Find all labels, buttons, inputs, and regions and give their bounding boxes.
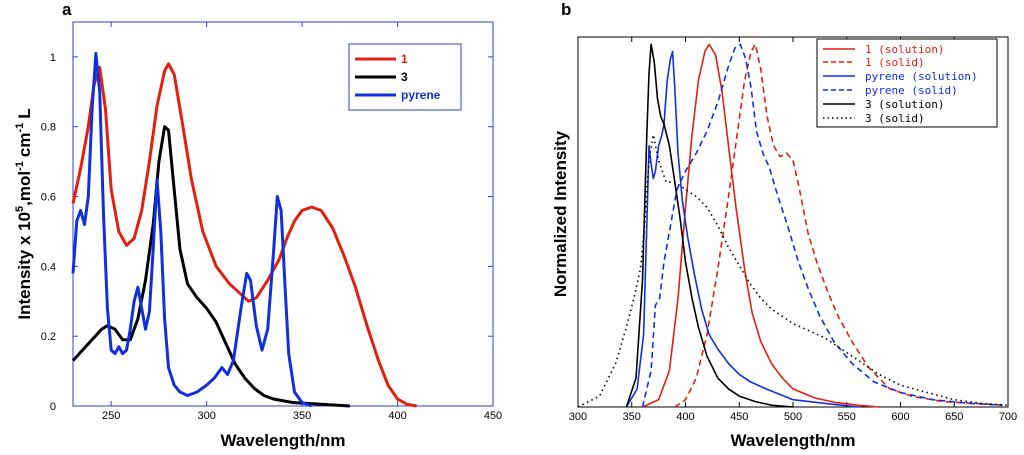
y-label-part: cm [15, 133, 34, 158]
series-line-1 [71, 62, 417, 408]
panel-a-series-lines [71, 51, 417, 408]
x-tick-label: 250 [102, 410, 120, 422]
panel-a-x-axis-label: Wavelength/nm [221, 431, 346, 450]
y-tick-label: 0.4 [41, 261, 56, 273]
legend-label-1-solution: 1 (solution) [865, 43, 944, 56]
legend-label-pyrene-solution: pyrene (solution) [865, 70, 978, 83]
y-tick-label: 1 [50, 52, 56, 64]
panel-a-y-axis-label: Intensity x 105,mol-1cm-1L [14, 108, 34, 319]
legend-label-3-solid: 3 (solid) [865, 112, 925, 125]
series-line-pyrene-solution- [625, 50, 858, 408]
series-line-3-solid- [577, 134, 1009, 408]
panel-b-legend-box [816, 38, 998, 128]
panel-b-y-axis-label: Normalized Intensity [551, 130, 570, 297]
x-tick-label: 300 [569, 411, 587, 423]
panel-b-letter: b [561, 0, 571, 19]
series-line-3-solution- [625, 43, 794, 408]
y-label-exponent: -1 [14, 161, 26, 171]
panel-b-legend: 1 (solution) 1 (solid) pyrene (solution)… [816, 38, 998, 128]
x-tick-label: 500 [784, 411, 802, 423]
panel-a-letter: a [62, 0, 72, 19]
series-line-pyrene-solid- [641, 43, 1003, 408]
panel-a-x-ticks: 250 300 350 400 450 [102, 22, 502, 422]
x-tick-label: 350 [293, 410, 311, 422]
legend-label-1: 1 [401, 52, 408, 66]
y-tick-label: 0.6 [41, 192, 56, 204]
panel-a-y-ticks: 0 0.2 0.4 0.6 0.8 1 [41, 52, 493, 413]
legend-label-pyrene: pyrene [401, 88, 441, 102]
x-tick-label: 300 [197, 410, 215, 422]
x-tick-label: 450 [730, 411, 748, 423]
series-line-1-solid- [674, 43, 1003, 408]
y-label-part: ,mol [15, 171, 34, 206]
legend-label-3: 3 [401, 70, 408, 84]
legend-label-3-solution: 3 (solution) [865, 98, 944, 111]
x-tick-label: 550 [838, 411, 856, 423]
y-label-part: Intensity x 10 [15, 212, 34, 320]
y-tick-label: 0 [50, 401, 56, 413]
x-tick-label: 700 [999, 411, 1017, 423]
panel-b-series-lines [577, 43, 1009, 408]
x-tick-label: 400 [676, 411, 694, 423]
y-label-exponent: -1 [14, 123, 26, 133]
y-tick-label: 0.2 [41, 331, 56, 343]
panel-b-x-axis-label: Wavelength/nm [731, 431, 856, 450]
series-line-pyrene [71, 51, 313, 408]
series-line-3 [71, 125, 350, 408]
panel-a-plot-frame [72, 21, 494, 407]
legend-label-1-solid: 1 (solid) [865, 56, 925, 69]
x-tick-label: 350 [623, 411, 641, 423]
panel-a-legend: 1 3 pyrene [348, 43, 462, 111]
x-tick-label: 650 [945, 411, 963, 423]
x-tick-label: 450 [484, 410, 502, 422]
y-label-part: L [15, 108, 34, 118]
panel-b: b 300 350 400 450 500 550 600 650 700 Wavelength… [551, 0, 1017, 450]
legend-label-pyrene-solid: pyrene (solid) [865, 84, 958, 97]
y-tick-label: 0.8 [41, 122, 56, 134]
panel-a: a 250 300 350 400 450 0 0.2 0.4 0.6 0.8 1 Wavelen… [14, 0, 502, 450]
y-label-exponent: 5 [14, 206, 26, 212]
x-tick-label: 600 [891, 411, 909, 423]
x-tick-label: 400 [388, 410, 406, 422]
